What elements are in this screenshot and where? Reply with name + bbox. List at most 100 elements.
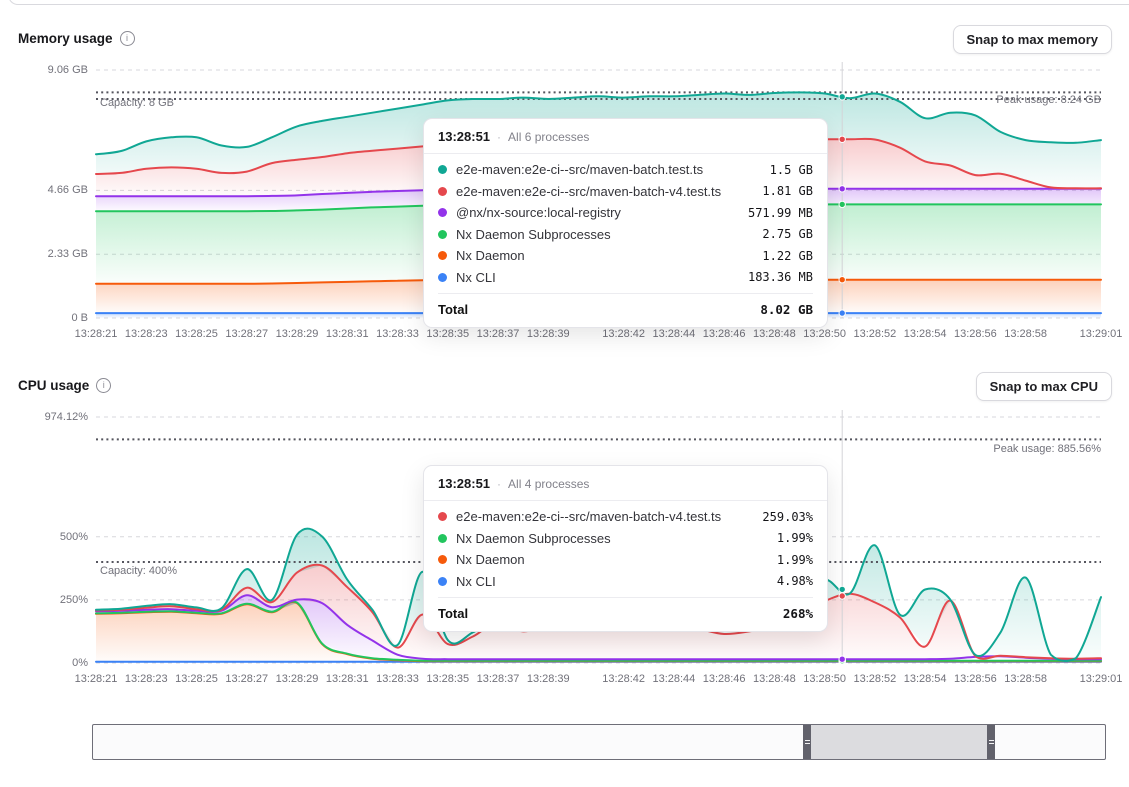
- x-axis-tick-label: 13:28:52: [853, 328, 897, 340]
- total-label: Total: [438, 606, 469, 621]
- tooltip-header: 13:28:51 · All 4 processes: [424, 466, 827, 501]
- snap-to-max-memory-button[interactable]: Snap to max memory: [952, 25, 1112, 54]
- x-axis-tick-label: 13:28:50: [803, 673, 847, 685]
- timeline-brush-track[interactable]: [92, 724, 1106, 760]
- x-axis-tick-label: 13:28:50: [803, 328, 847, 340]
- process-value: 1.81 GB: [762, 184, 813, 199]
- x-axis-tick-label: 13:28:42: [602, 328, 646, 340]
- info-icon[interactable]: i: [119, 31, 135, 46]
- process-name: Nx Daemon: [456, 552, 525, 568]
- brush-selection[interactable]: [811, 725, 987, 759]
- snap-to-max-cpu-button[interactable]: Snap to max CPU: [975, 372, 1112, 401]
- x-axis-tick-label: 13:28:46: [702, 328, 746, 340]
- x-axis-tick-label: 13:28:23: [124, 673, 168, 685]
- series-dot-icon: [438, 533, 447, 543]
- x-axis-tick-label: 13:28:54: [903, 673, 947, 685]
- tooltip-row: e2e-maven:e2e-ci--src/maven-batch-v4.tes…: [438, 181, 813, 203]
- process-value: 183.36 MB: [747, 270, 813, 285]
- process-name: Nx CLI: [456, 269, 496, 285]
- x-axis-tick-label: 13:28:21: [74, 673, 118, 685]
- x-axis-tick-label: 13:28:54: [903, 328, 947, 340]
- tooltip-rows: e2e-maven:e2e-ci--src/maven-batch-v4.tes…: [424, 501, 827, 592]
- process-name: Nx Daemon: [456, 248, 525, 264]
- y-axis-tick-label: 974.12%: [44, 411, 88, 423]
- y-axis-tick-label: 0%: [72, 657, 88, 669]
- info-icon[interactable]: i: [96, 378, 112, 393]
- y-axis-tick-label: 2.33 GB: [47, 248, 88, 261]
- x-axis-tick-label: 13:28:58: [1004, 328, 1048, 340]
- cpu-title-text: CPU usage: [18, 378, 90, 393]
- x-axis-tick-label: 13:28:37: [476, 328, 520, 340]
- process-value: 1.99%: [776, 552, 813, 567]
- tooltip-row: @nx/nx-source:local-registry 571.99 MB: [438, 202, 813, 224]
- x-axis-tick-label: 13:28:39: [526, 673, 570, 685]
- series-dot-icon: [438, 512, 447, 522]
- x-axis-tick-label: 13:29:01: [1079, 673, 1123, 685]
- process-name: Nx Daemon Subprocesses: [456, 530, 611, 546]
- x-axis-tick-label: 13:28:29: [275, 328, 319, 340]
- x-axis-tick-label: 13:28:21: [74, 328, 118, 340]
- x-axis-tick-label: 13:28:35: [426, 328, 470, 340]
- series-dot-icon: [438, 229, 447, 239]
- x-axis-tick-label: 13:28:31: [325, 673, 369, 685]
- x-axis-tick-label: 13:29:01: [1079, 328, 1123, 340]
- memory-title-text: Memory usage: [18, 31, 113, 46]
- process-value: 4.98%: [776, 574, 813, 589]
- x-axis-tick-label: 13:28:33: [376, 328, 419, 340]
- x-axis-tick-label: 13:28:33: [376, 673, 419, 685]
- process-name: e2e-maven:e2e-ci--src/maven-batch.test.t…: [456, 162, 704, 178]
- process-name: Nx Daemon Subprocesses: [456, 226, 611, 242]
- process-value: 259.03%: [762, 509, 813, 524]
- series-dot-icon: [438, 251, 447, 261]
- tooltip-row: Nx CLI 183.36 MB: [438, 267, 813, 289]
- x-axis-tick-label: 13:28:42: [602, 673, 646, 685]
- x-axis-tick-label: 13:28:58: [1004, 673, 1048, 685]
- tooltip-header: 13:28:51 · All 6 processes: [424, 119, 827, 154]
- y-axis-tick-label: 0 B: [71, 312, 88, 324]
- x-axis-tick-label: 13:28:35: [426, 673, 470, 685]
- tooltip-row: Nx Daemon 1.22 GB: [438, 245, 813, 267]
- x-axis-tick-label: 13:28:39: [526, 328, 570, 340]
- memory-section-title: Memory usage i: [18, 31, 135, 46]
- x-axis-tick-label: 13:28:25: [175, 328, 218, 340]
- process-name: e2e-maven:e2e-ci--src/maven-batch-v4.tes…: [456, 183, 722, 199]
- total-value: 268%: [782, 606, 813, 621]
- brush-handle-left[interactable]: [803, 725, 811, 759]
- tooltip-total-row: Total 268%: [438, 597, 813, 631]
- process-value: 571.99 MB: [747, 205, 813, 220]
- cpu-peak-usage-label: Peak usage: 885.56%: [993, 443, 1101, 455]
- total-label: Total: [438, 302, 469, 317]
- dot-separator: ·: [497, 129, 502, 144]
- series-dot-icon: [438, 208, 447, 218]
- tooltip-total-row: Total 8.02 GB: [438, 293, 813, 327]
- x-axis-tick-label: 13:28:25: [175, 673, 218, 685]
- x-axis-tick-label: 13:28:52: [853, 673, 897, 685]
- x-axis-tick-label: 13:28:48: [752, 673, 796, 685]
- cpu-tooltip: 13:28:51 · All 4 processes e2e-maven:e2e…: [423, 465, 828, 632]
- memory-capacity-label: Capacity: 8 GB: [100, 97, 174, 109]
- x-axis-tick-label: 13:28:27: [225, 328, 269, 340]
- brush-handle-right[interactable]: [987, 725, 995, 759]
- process-name: Nx CLI: [456, 573, 496, 589]
- process-value: 2.75 GB: [762, 227, 813, 242]
- x-axis-tick-label: 13:28:23: [124, 328, 168, 340]
- x-axis-tick-label: 13:28:44: [652, 673, 696, 685]
- series-dot-icon: [438, 186, 447, 196]
- x-axis-tick-label: 13:28:56: [953, 673, 997, 685]
- tooltip-row: Nx Daemon Subprocesses 2.75 GB: [438, 224, 813, 246]
- cpu-section-title: CPU usage i: [18, 378, 112, 393]
- x-axis-tick-label: 13:28:37: [476, 673, 520, 685]
- series-dot-icon: [438, 576, 447, 586]
- series-dot-icon: [438, 165, 447, 175]
- process-name: @nx/nx-source:local-registry: [456, 205, 621, 221]
- x-axis-tick-label: 13:28:48: [752, 328, 796, 340]
- x-axis-tick-label: 13:28:44: [652, 328, 696, 340]
- tooltip-row: Nx CLI 4.98%: [438, 571, 813, 593]
- x-axis-tick-label: 13:28:27: [225, 673, 269, 685]
- x-axis-tick-label: 13:28:46: [702, 673, 746, 685]
- tooltip-row: e2e-maven:e2e-ci--src/maven-batch.test.t…: [438, 159, 813, 181]
- process-value: 1.22 GB: [762, 248, 813, 263]
- tooltip-time: 13:28:51: [438, 129, 491, 144]
- memory-tooltip: 13:28:51 · All 6 processes e2e-maven:e2e…: [423, 118, 828, 328]
- series-dot-icon: [438, 555, 447, 565]
